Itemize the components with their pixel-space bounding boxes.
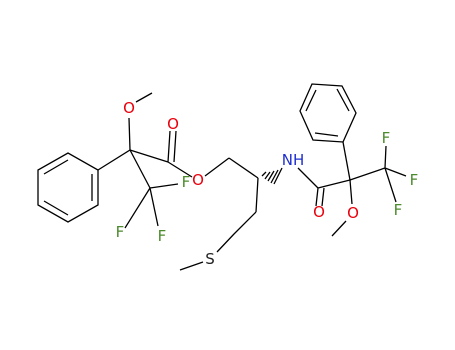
atom-label: O <box>123 99 135 117</box>
atom-label: F <box>116 223 125 241</box>
atom-label: O <box>313 203 325 221</box>
atom-label: O <box>347 204 359 222</box>
atom-label: F <box>158 227 167 245</box>
bonds <box>37 83 407 271</box>
atom-label: O <box>192 171 204 189</box>
atom-label: F <box>182 173 191 191</box>
atom-label: S <box>205 250 215 268</box>
atom-label: O <box>167 115 179 133</box>
atom-label: F <box>410 171 419 189</box>
atom-label: F <box>394 201 403 219</box>
atom-label: NH <box>282 151 305 169</box>
atom-label: F <box>382 129 391 147</box>
